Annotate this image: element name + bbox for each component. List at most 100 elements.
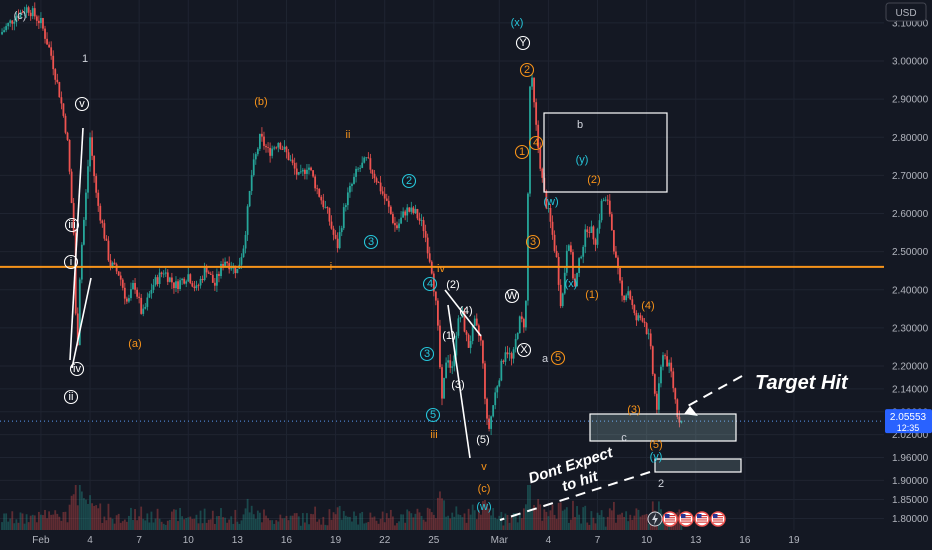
flag-icon[interactable]: [678, 511, 694, 527]
zone-box-b[interactable]: [543, 112, 668, 193]
candle: [291, 159, 294, 163]
wave-label[interactable]: (1): [442, 330, 455, 342]
volume-bar: [220, 508, 222, 530]
candle: [197, 285, 200, 287]
wave-label-text: ii: [346, 129, 351, 141]
wave-label[interactable]: (a): [128, 338, 141, 350]
wave-label[interactable]: (w): [476, 501, 491, 513]
currency-button[interactable]: USD: [885, 2, 927, 22]
wave-label-text: (1): [585, 289, 598, 301]
candle: [187, 274, 190, 282]
wave-label[interactable]: (y): [576, 154, 589, 166]
candle: [306, 169, 308, 174]
flag-icon[interactable]: [710, 511, 726, 527]
flag-icon[interactable]: [694, 511, 710, 527]
wave-label[interactable]: 3: [363, 234, 379, 250]
wave-label[interactable]: 4: [422, 276, 438, 292]
wave-label[interactable]: (2): [446, 279, 459, 291]
wave-label[interactable]: 1: [82, 53, 88, 65]
volume-bar: [117, 513, 120, 530]
wave-label[interactable]: W: [504, 288, 520, 304]
dashed-arrow[interactable]: [499, 471, 651, 521]
wave-label-circle: [74, 96, 90, 112]
candle: [27, 7, 30, 13]
wave-label[interactable]: X: [516, 342, 532, 358]
wave-label[interactable]: 2: [401, 173, 417, 189]
time-axis[interactable]: Feb 4 7 10 13 16 19 22 25 Mar 4 7 10 13 16 19: [0, 530, 932, 550]
volume-bar: [398, 521, 400, 530]
wave-label-circle: [419, 346, 435, 362]
wave-label[interactable]: 3: [525, 234, 541, 250]
wave-label[interactable]: (3): [627, 404, 640, 416]
wave-label[interactable]: v: [74, 96, 90, 112]
wave-label[interactable]: i: [330, 261, 332, 273]
wave-label[interactable]: v: [481, 461, 487, 473]
volume-bar: [486, 503, 488, 530]
candle: [398, 223, 400, 229]
wave-label[interactable]: b: [577, 119, 583, 131]
wave-label[interactable]: (b): [254, 96, 267, 108]
x-tick-label: 16: [739, 535, 751, 546]
wave-label[interactable]: iii: [64, 217, 80, 233]
target-zone-box[interactable]: [589, 413, 737, 442]
wave-label[interactable]: (4): [641, 300, 654, 312]
wave-label[interactable]: Y: [515, 35, 531, 51]
wave-label[interactable]: 5: [425, 407, 441, 423]
wave-label[interactable]: 2: [658, 478, 664, 490]
volume-bar: [273, 523, 276, 530]
volume-bar: [342, 511, 345, 530]
wave-label[interactable]: 3: [419, 346, 435, 362]
candle: [457, 318, 460, 336]
volume-bar: [170, 511, 173, 530]
wave-label-text: (x): [511, 17, 524, 29]
trend-line[interactable]: [447, 304, 471, 459]
wave-label[interactable]: 2: [519, 62, 535, 78]
wave-label[interactable]: (x): [511, 17, 524, 29]
candle: [58, 82, 61, 98]
wave-label-text: iii: [430, 429, 437, 441]
wave-label[interactable]: (5): [476, 434, 489, 446]
wave-label[interactable]: i: [63, 254, 79, 270]
volume-bar: [261, 522, 263, 530]
wave-label[interactable]: (c): [14, 10, 27, 22]
wave-label[interactable]: iv: [69, 361, 85, 377]
candle: [85, 192, 87, 220]
lower-zone-box[interactable]: [654, 458, 742, 473]
wave-label[interactable]: (2): [587, 174, 600, 186]
dashed-arrow[interactable]: [683, 375, 743, 409]
wave-label[interactable]: (w): [543, 196, 558, 208]
candle: [655, 393, 658, 410]
price-axis[interactable]: 3.10000 3.00000 2.90000 2.80000 2.70000 2.600…: [884, 0, 932, 530]
wave-label[interactable]: iii: [430, 429, 437, 441]
wave-label[interactable]: (5): [649, 439, 662, 451]
wave-label[interactable]: iv: [437, 263, 445, 275]
wave-label[interactable]: (1): [585, 289, 598, 301]
wave-label[interactable]: 1: [514, 144, 530, 160]
candle: [500, 360, 503, 381]
wave-label[interactable]: (4): [459, 305, 472, 317]
wave-label[interactable]: c: [621, 432, 627, 444]
candle: [25, 7, 28, 13]
candle: [676, 399, 679, 417]
wave-label[interactable]: (x): [565, 278, 578, 290]
wave-label[interactable]: (y): [650, 451, 663, 463]
wave-label[interactable]: ii: [346, 129, 351, 141]
volume-bar: [275, 520, 278, 530]
wave-label[interactable]: ii: [63, 389, 79, 405]
candle: [68, 139, 71, 172]
volume-bar: [156, 508, 159, 530]
flag-icon[interactable]: [662, 511, 678, 527]
wave-label[interactable]: (c): [478, 483, 491, 495]
lightning-icon[interactable]: [647, 511, 663, 527]
trend-line[interactable]: [444, 289, 482, 337]
wave-label[interactable]: 4: [528, 135, 544, 151]
trend-line[interactable]: [69, 127, 84, 361]
trend-line[interactable]: [71, 277, 92, 369]
wave-label[interactable]: a: [542, 353, 549, 365]
candle: [101, 220, 104, 224]
wave-label[interactable]: (3): [451, 379, 464, 391]
candle: [387, 200, 390, 207]
wave-label[interactable]: 5: [550, 350, 566, 366]
